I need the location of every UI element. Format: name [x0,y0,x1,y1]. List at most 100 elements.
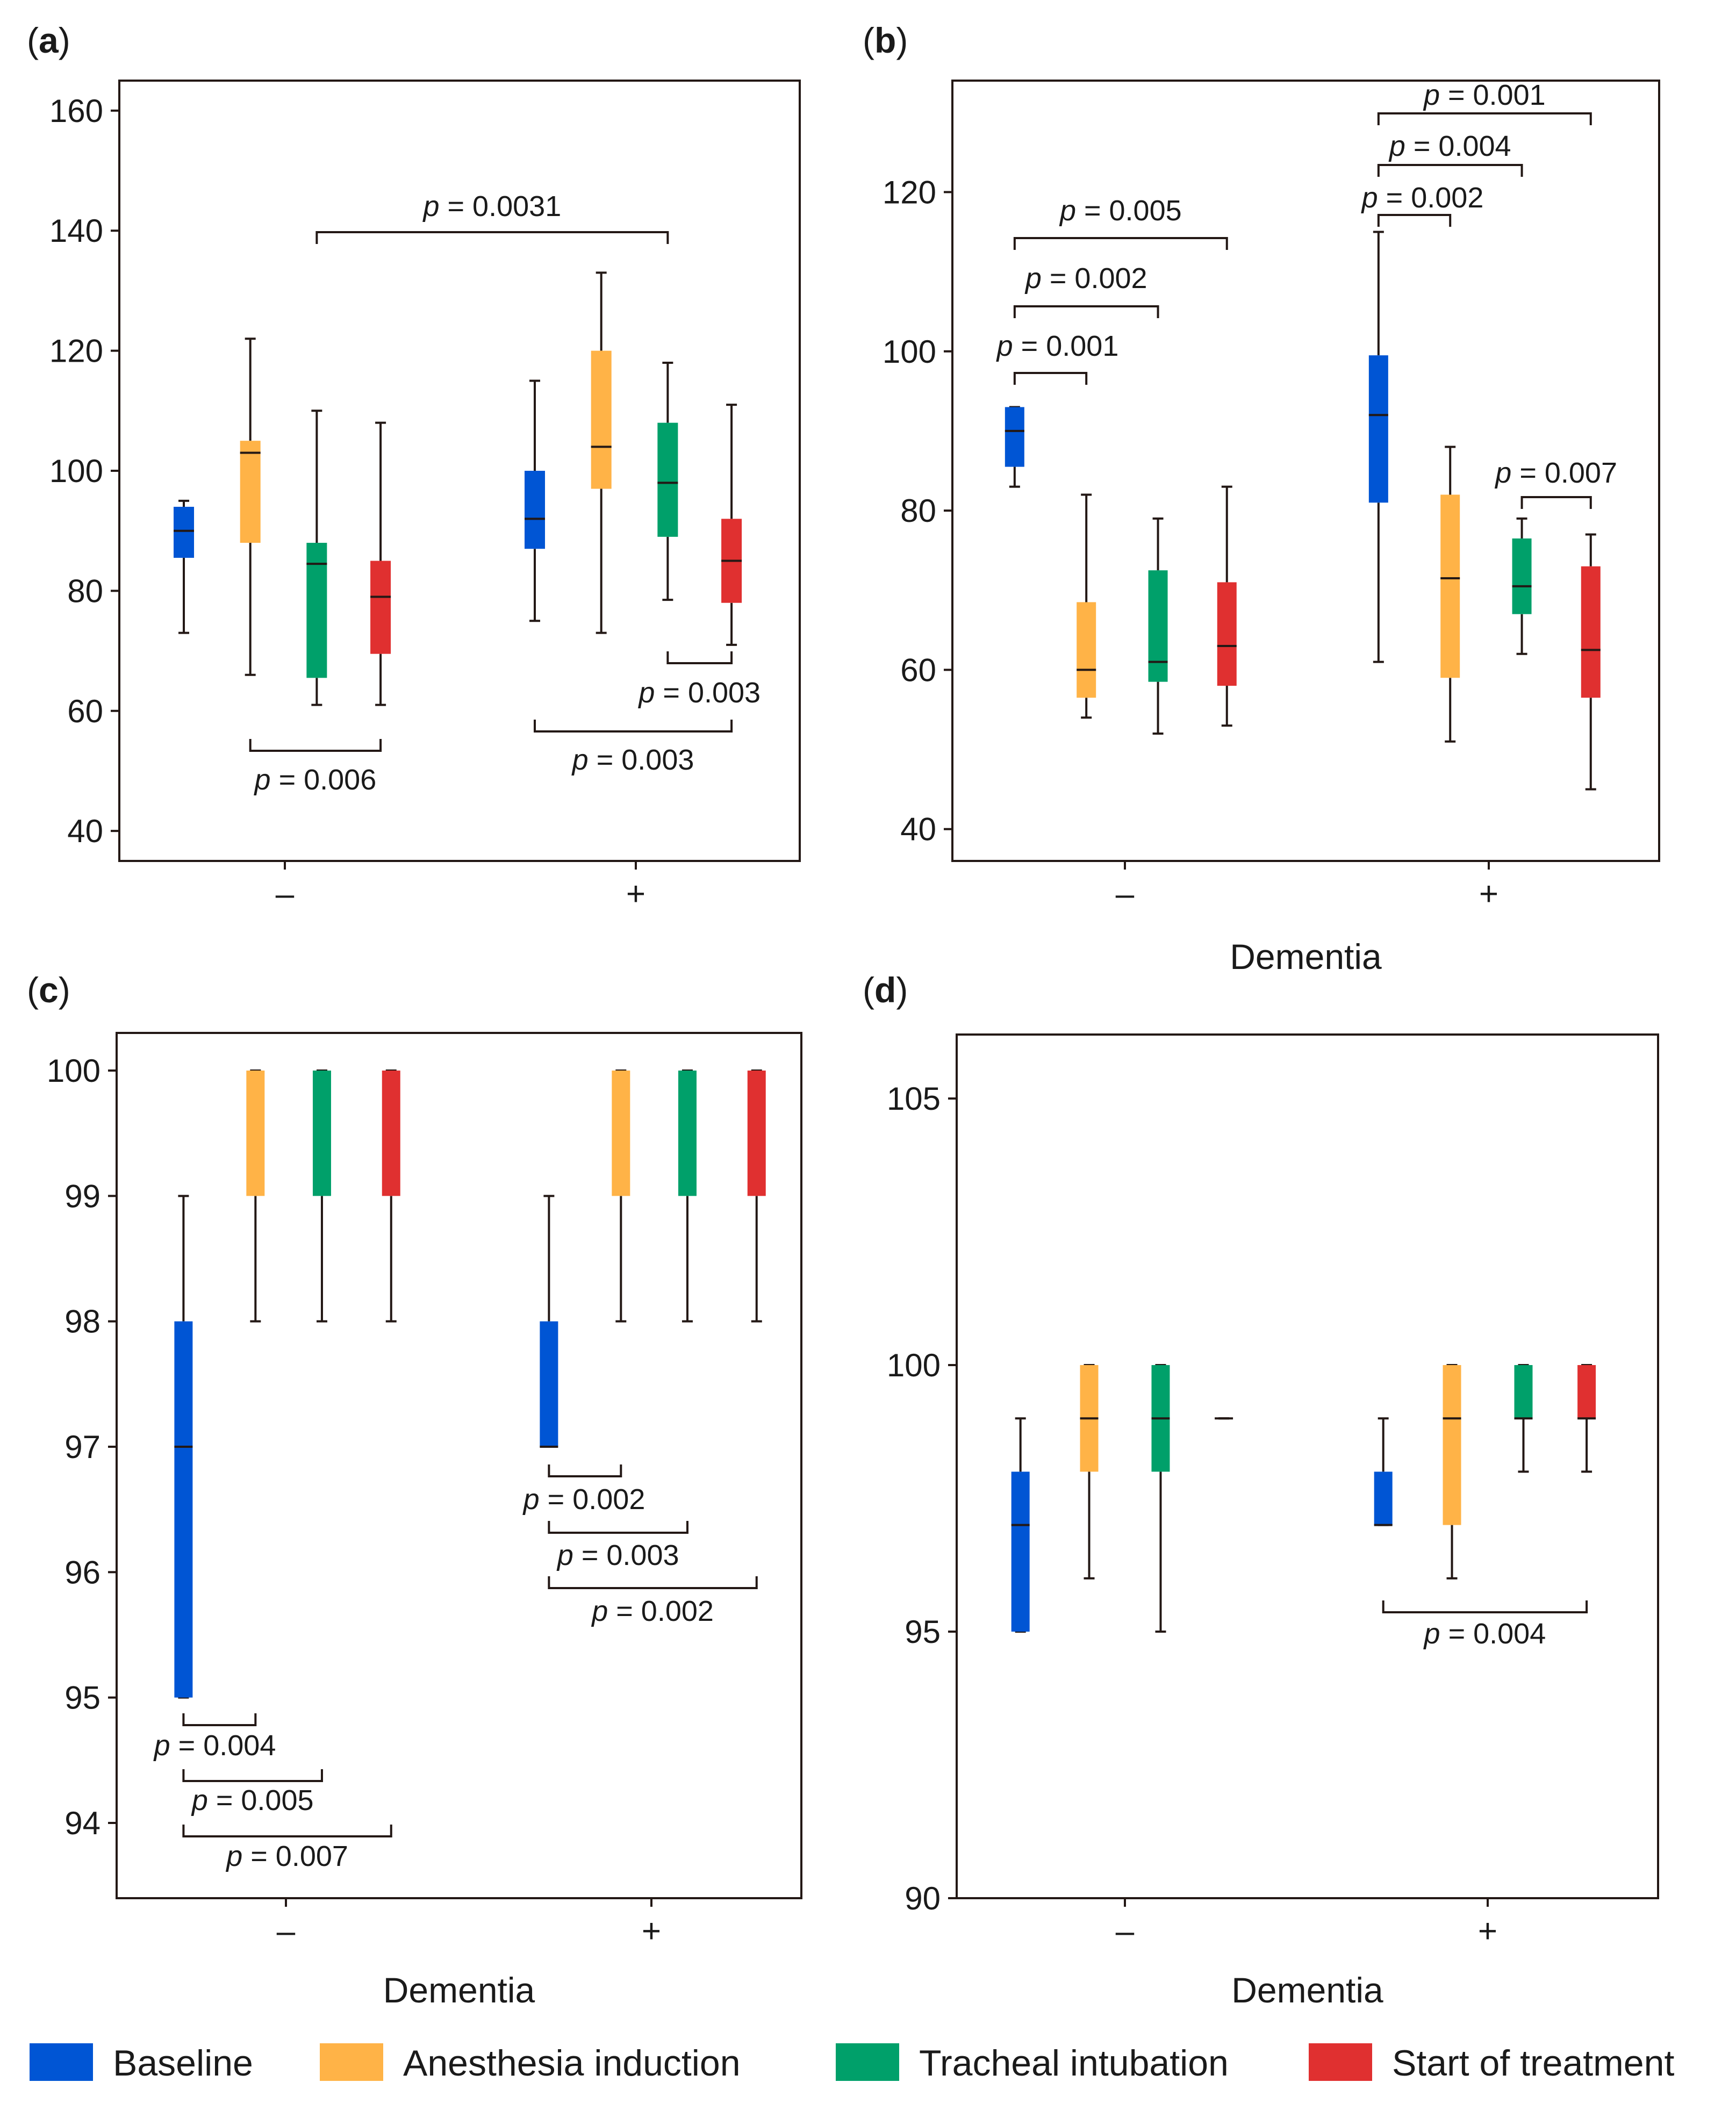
p-value-annotation: p = 0.003 [548,1521,688,1571]
p-value-annotation: p = 0.004 [1377,130,1523,177]
y-tick-label: 140 [49,213,103,249]
x-tick-label: + [1479,875,1498,913]
y-tick-label: 60 [900,652,936,688]
y-tick-label: 105 [887,1081,941,1117]
bracket [182,1713,257,1726]
panel-label: (b) [863,20,908,60]
p-value-label: p = 0.002 [1024,262,1147,295]
box-3-0 [382,1069,400,1323]
y-tick-label: 90 [905,1880,941,1916]
p-value-annotation: p = 0.002 [1013,262,1159,318]
box-body [370,561,391,654]
box-body [1577,1365,1596,1419]
y-tick-label: 80 [67,573,103,609]
y-tick-label: 100 [49,453,103,489]
box-1-0 [240,338,261,676]
p-value-label: p = 0.0031 [422,190,561,222]
p-value-label: p = 0.003 [571,744,694,776]
p-value-annotation: p = 0.003 [534,720,733,776]
legend-label: Anesthesia induction [403,2043,741,2084]
panel-d: (d) 90 95 100 105 – + Dementia p = 0.004 [863,970,1659,2010]
legend-swatch [30,2043,93,2081]
bracket [1013,305,1159,318]
bracket [1013,237,1228,250]
box-1-0 [1080,1364,1099,1579]
box-2-0 [1151,1364,1170,1633]
y-tick-label: 100 [887,1347,941,1383]
panel-label: (c) [27,970,70,1010]
bracket [182,1769,323,1782]
bracket [1377,214,1452,227]
y-tick-label: 40 [67,813,103,849]
legend-item: Start of treatment [1309,2043,1674,2084]
plot-frame [951,80,1660,862]
y-tick-label: 95 [64,1680,101,1716]
y-tick-label: 160 [49,93,103,129]
p-value-label: p = 0.007 [1494,457,1617,489]
box-body [657,422,678,537]
bracket [548,1576,758,1589]
y-tick-label: 120 [49,333,103,369]
y-tick-label: 60 [67,693,103,729]
p-value-annotation: p = 0.005 [1013,195,1228,250]
box-body [174,507,195,558]
x-tick-label: – [1116,875,1135,913]
legend-item: Tracheal intubation [836,2043,1229,2084]
p-value-label: p = 0.007 [225,1840,348,1872]
panels: (a) 40 60 80 100 120 140 160 – + p = 0.0031 p = 0.0… [27,20,1660,2010]
x-tick-label: – [1116,1913,1135,1950]
p-value-annotation: p = 0.002 [548,1576,758,1627]
box-body [612,1071,630,1196]
p-value-annotation: p = 0.0031 [315,190,669,244]
box-1-0 [1077,493,1096,719]
box-2-1 [657,361,678,601]
panel-label: (a) [27,20,70,60]
box-3-1 [1581,533,1601,791]
box-1-0 [246,1069,265,1323]
box-body [312,1071,331,1196]
legend-swatch [1309,2043,1372,2081]
p-value-annotation: p = 0.007 [182,1825,392,1872]
plot-frame [956,1033,1659,1899]
box-2-1 [678,1069,697,1323]
p-value-annotation: p = 0.001 [996,330,1119,385]
panel-c: (c) 94 95 96 97 98 99 100 – + Dementia p = 0.004 p =… [27,970,802,2010]
p-value-annotation: p = 0.004 [1382,1600,1588,1650]
x-tick-label: + [626,875,645,913]
p-value-annotation: p = 0.002 [1361,182,1483,227]
p-value-label: p = 0.002 [591,1595,714,1627]
box-1-1 [1443,1364,1461,1579]
box-body [1077,602,1096,698]
p-value-label: p = 0.005 [1059,195,1182,227]
legend-label: Tracheal intubation [919,2043,1229,2084]
box-body [246,1071,265,1196]
bracket [548,1464,622,1477]
bracket [249,739,382,752]
y-tick-label: 100 [883,334,936,370]
p-value-label: p = 0.003 [637,677,761,709]
bracket [548,1521,688,1534]
p-value-label: p = 0.004 [1423,1618,1546,1650]
bracket [1520,496,1592,509]
bracket [1377,164,1523,177]
x-axis-title: Dementia [1230,937,1382,976]
box-2-1 [1514,1364,1533,1473]
box-2-0 [306,410,327,706]
p-value-label: p = 0.003 [556,1539,679,1571]
box-body [1011,1471,1030,1632]
legend-swatch [320,2043,383,2081]
y-tick-label: 98 [64,1304,101,1340]
y-tick-label: 80 [900,493,936,529]
p-value-label: p = 0.002 [522,1483,645,1516]
y-tick-label: 120 [883,174,936,210]
p-value-label: p = 0.001 [996,330,1119,362]
box-body [540,1321,558,1447]
bracket [1382,1600,1588,1613]
box-body [678,1071,697,1196]
box-1-1 [612,1069,630,1323]
y-tick-label: 96 [64,1554,101,1590]
p-value-annotation: p = 0.002 [522,1464,645,1516]
x-tick-label: – [277,1913,296,1950]
p-value-annotation: p = 0.007 [1494,457,1617,509]
